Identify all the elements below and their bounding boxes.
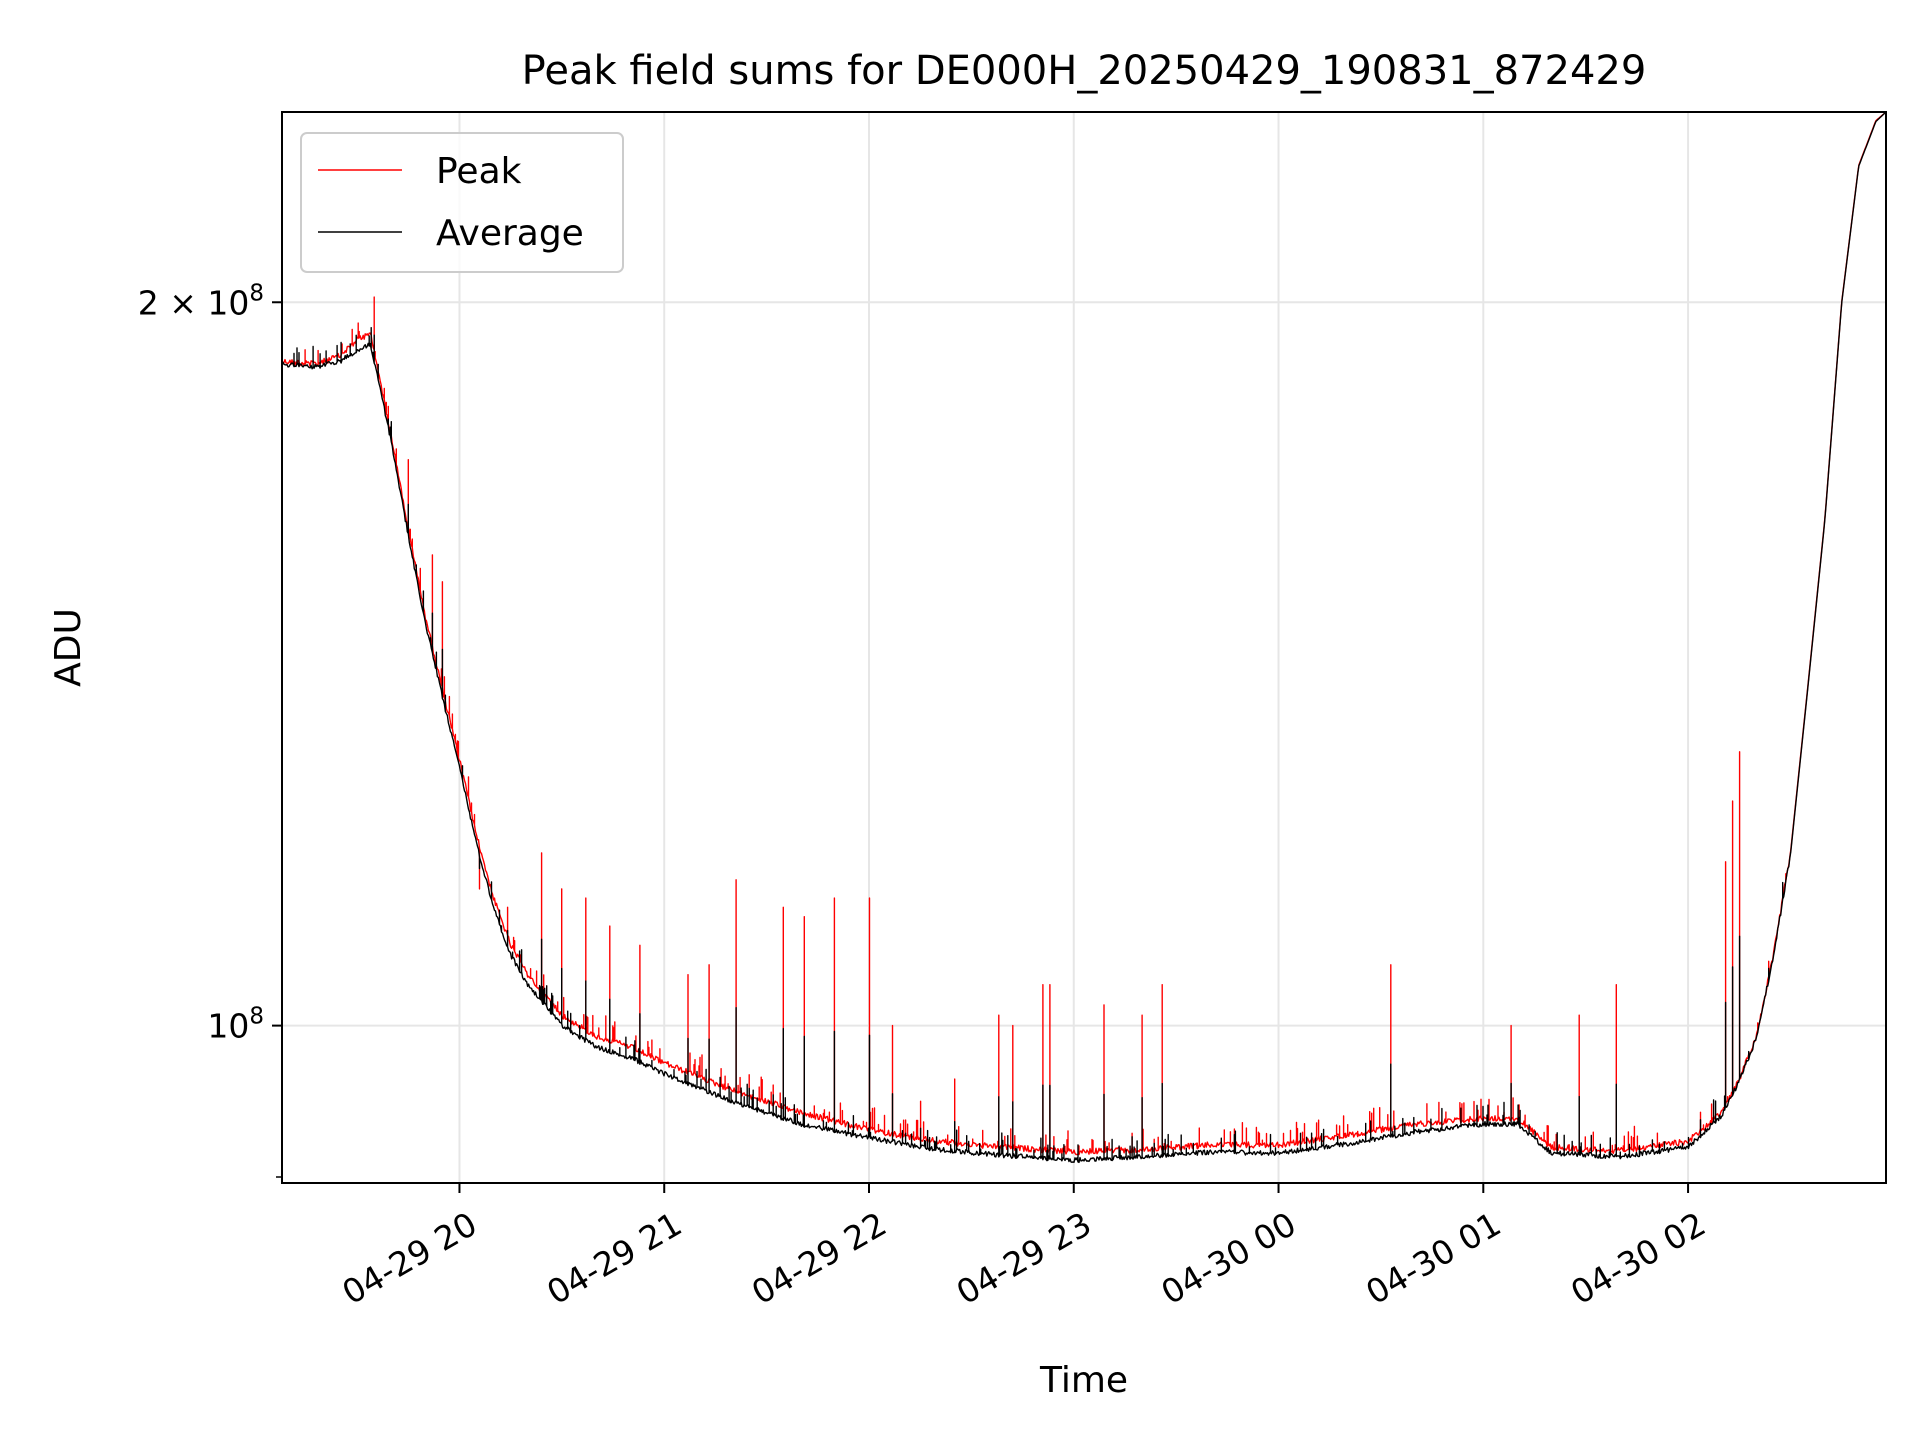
legend-label-peak: Peak [436, 151, 522, 192]
x-tick-label: 04-29 23 [950, 1204, 1098, 1312]
y-tick-coef: 2 × [138, 283, 208, 322]
y-axis-label: ADU [48, 608, 89, 687]
y-tick-label: 108 [207, 1004, 264, 1046]
chart-title: Peak field sums for DE000H_20250429_1908… [522, 48, 1647, 94]
series-line-peak [282, 111, 1887, 1156]
y-tick-label: 2 × 108 [138, 280, 264, 322]
x-tick-label: 04-29 22 [745, 1204, 893, 1312]
x-axis: 04-29 20 04-29 21 04-29 22 04-29 23 04-30 00… [335, 1183, 1712, 1312]
legend-box [300, 132, 624, 273]
grid [282, 112, 1886, 1183]
x-axis-label: Time [1039, 1360, 1128, 1401]
x-tick-label: 04-30 01 [1359, 1204, 1507, 1312]
x-tick-label: 04-29 21 [540, 1204, 688, 1312]
y-tick-exponent: 8 [249, 1004, 264, 1030]
legend-label-average: Average [436, 213, 584, 254]
series-lines [281, 111, 1887, 1164]
legend: Peak Average [300, 132, 624, 273]
series-line-average [281, 111, 1887, 1164]
x-tick-label: 04-30 00 [1155, 1204, 1303, 1312]
y-tick-exponent: 8 [249, 280, 264, 306]
y-tick-base: 10 [207, 283, 249, 322]
plot-frame [281, 111, 1887, 1184]
x-tick-label: 04-29 20 [335, 1204, 483, 1312]
y-tick-base: 10 [207, 1007, 249, 1046]
x-tick-label: 04-30 02 [1564, 1204, 1712, 1312]
